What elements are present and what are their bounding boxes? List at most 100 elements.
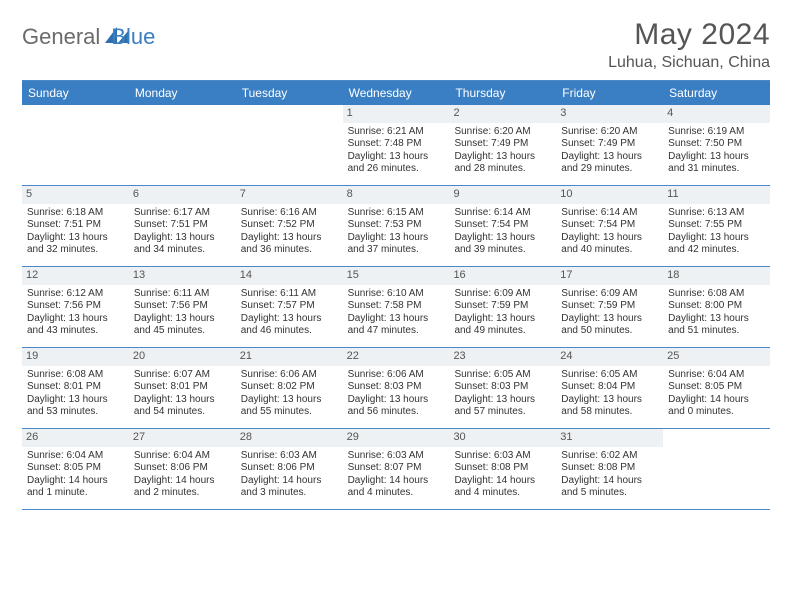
sunrise-text: Sunrise: 6:08 AM xyxy=(27,369,124,382)
sunrise-text: Sunrise: 6:05 AM xyxy=(561,369,658,382)
day-number: 19 xyxy=(22,348,129,366)
day-number: 18 xyxy=(663,267,770,285)
sunset-text: Sunset: 7:58 PM xyxy=(348,300,445,313)
daylight-text: Daylight: 13 hours and 36 minutes. xyxy=(241,232,338,257)
daylight-text: Daylight: 13 hours and 31 minutes. xyxy=(668,151,765,176)
sunset-text: Sunset: 7:54 PM xyxy=(454,219,551,232)
day-number: 20 xyxy=(129,348,236,366)
calendar-grid: SundayMondayTuesdayWednesdayThursdayFrid… xyxy=(22,80,770,510)
calendar-day: 27Sunrise: 6:04 AMSunset: 8:06 PMDayligh… xyxy=(129,429,236,509)
logo: General Blue xyxy=(22,24,155,50)
calendar-day xyxy=(236,105,343,185)
daylight-text: Daylight: 13 hours and 42 minutes. xyxy=(668,232,765,257)
sunrise-text: Sunrise: 6:09 AM xyxy=(454,288,551,301)
title-block: May 2024 Luhua, Sichuan, China xyxy=(608,18,770,72)
sunset-text: Sunset: 8:03 PM xyxy=(348,381,445,394)
day-number: 23 xyxy=(449,348,556,366)
sunrise-text: Sunrise: 6:04 AM xyxy=(27,450,124,463)
sunset-text: Sunset: 7:50 PM xyxy=(668,138,765,151)
sunrise-text: Sunrise: 6:18 AM xyxy=(27,207,124,220)
sunset-text: Sunset: 8:08 PM xyxy=(454,462,551,475)
sunset-text: Sunset: 8:01 PM xyxy=(134,381,231,394)
daylight-text: Daylight: 14 hours and 1 minute. xyxy=(27,475,124,500)
calendar-day: 28Sunrise: 6:03 AMSunset: 8:06 PMDayligh… xyxy=(236,429,343,509)
calendar-page: General Blue May 2024 Luhua, Sichuan, Ch… xyxy=(0,0,792,528)
calendar-day: 10Sunrise: 6:14 AMSunset: 7:54 PMDayligh… xyxy=(556,186,663,266)
daylight-text: Daylight: 14 hours and 2 minutes. xyxy=(134,475,231,500)
location-label: Luhua, Sichuan, China xyxy=(608,54,770,72)
calendar-day: 25Sunrise: 6:04 AMSunset: 8:05 PMDayligh… xyxy=(663,348,770,428)
daylight-text: Daylight: 13 hours and 51 minutes. xyxy=(668,313,765,338)
sunset-text: Sunset: 8:01 PM xyxy=(27,381,124,394)
calendar-day xyxy=(22,105,129,185)
day-number: 10 xyxy=(556,186,663,204)
calendar-day: 31Sunrise: 6:02 AMSunset: 8:08 PMDayligh… xyxy=(556,429,663,509)
daylight-text: Daylight: 14 hours and 4 minutes. xyxy=(454,475,551,500)
daylight-text: Daylight: 13 hours and 57 minutes. xyxy=(454,394,551,419)
daylight-text: Daylight: 13 hours and 29 minutes. xyxy=(561,151,658,176)
day-number: 31 xyxy=(556,429,663,447)
sunset-text: Sunset: 7:49 PM xyxy=(561,138,658,151)
day-number: 24 xyxy=(556,348,663,366)
calendar-day: 14Sunrise: 6:11 AMSunset: 7:57 PMDayligh… xyxy=(236,267,343,347)
calendar-day: 4 Sunrise: 6:19 AMSunset: 7:50 PMDaylight… xyxy=(663,105,770,185)
calendar-day: 16Sunrise: 6:09 AMSunset: 7:59 PMDayligh… xyxy=(449,267,556,347)
calendar-week: 5Sunrise: 6:18 AMSunset: 7:51 PMDaylight… xyxy=(22,186,770,267)
sunrise-text: Sunrise: 6:02 AM xyxy=(561,450,658,463)
day-number: 26 xyxy=(22,429,129,447)
dow-header: Thursday xyxy=(449,81,556,105)
day-number: 25 xyxy=(663,348,770,366)
daylight-text: Daylight: 13 hours and 26 minutes. xyxy=(348,151,445,176)
day-number: 21 xyxy=(236,348,343,366)
sunset-text: Sunset: 7:53 PM xyxy=(348,219,445,232)
sunrise-text: Sunrise: 6:04 AM xyxy=(668,369,765,382)
calendar-week: 19Sunrise: 6:08 AMSunset: 8:01 PMDayligh… xyxy=(22,348,770,429)
daylight-text: Daylight: 13 hours and 32 minutes. xyxy=(27,232,124,257)
sunrise-text: Sunrise: 6:20 AM xyxy=(454,126,551,139)
sunrise-text: Sunrise: 6:06 AM xyxy=(241,369,338,382)
day-number: 12 xyxy=(22,267,129,285)
sunrise-text: Sunrise: 6:06 AM xyxy=(348,369,445,382)
day-number: 15 xyxy=(343,267,450,285)
daylight-text: Daylight: 14 hours and 5 minutes. xyxy=(561,475,658,500)
month-title: May 2024 xyxy=(608,18,770,52)
day-number: 4 xyxy=(663,105,770,123)
sunset-text: Sunset: 7:59 PM xyxy=(561,300,658,313)
sunset-text: Sunset: 7:52 PM xyxy=(241,219,338,232)
dow-header-row: SundayMondayTuesdayWednesdayThursdayFrid… xyxy=(22,81,770,105)
day-number: 2 xyxy=(449,105,556,123)
calendar-day: 11Sunrise: 6:13 AMSunset: 7:55 PMDayligh… xyxy=(663,186,770,266)
calendar-day: 20Sunrise: 6:07 AMSunset: 8:01 PMDayligh… xyxy=(129,348,236,428)
sunset-text: Sunset: 8:05 PM xyxy=(27,462,124,475)
sunset-text: Sunset: 8:00 PM xyxy=(668,300,765,313)
calendar-day: 7Sunrise: 6:16 AMSunset: 7:52 PMDaylight… xyxy=(236,186,343,266)
calendar-day: 21Sunrise: 6:06 AMSunset: 8:02 PMDayligh… xyxy=(236,348,343,428)
daylight-text: Daylight: 13 hours and 40 minutes. xyxy=(561,232,658,257)
day-number: 11 xyxy=(663,186,770,204)
sunrise-text: Sunrise: 6:11 AM xyxy=(241,288,338,301)
calendar-day: 19Sunrise: 6:08 AMSunset: 8:01 PMDayligh… xyxy=(22,348,129,428)
sunset-text: Sunset: 7:57 PM xyxy=(241,300,338,313)
daylight-text: Daylight: 14 hours and 4 minutes. xyxy=(348,475,445,500)
daylight-text: Daylight: 13 hours and 37 minutes. xyxy=(348,232,445,257)
sunset-text: Sunset: 7:48 PM xyxy=(348,138,445,151)
calendar-day: 23Sunrise: 6:05 AMSunset: 8:03 PMDayligh… xyxy=(449,348,556,428)
calendar-day: 17Sunrise: 6:09 AMSunset: 7:59 PMDayligh… xyxy=(556,267,663,347)
dow-header: Saturday xyxy=(663,81,770,105)
daylight-text: Daylight: 13 hours and 49 minutes. xyxy=(454,313,551,338)
calendar-day: 12Sunrise: 6:12 AMSunset: 7:56 PMDayligh… xyxy=(22,267,129,347)
day-number: 17 xyxy=(556,267,663,285)
calendar-day: 26 Sunrise: 6:04 AMSunset: 8:05 PMDayligh… xyxy=(22,429,129,509)
day-number: 6 xyxy=(129,186,236,204)
daylight-text: Daylight: 13 hours and 45 minutes. xyxy=(134,313,231,338)
sunrise-text: Sunrise: 6:14 AM xyxy=(454,207,551,220)
daylight-text: Daylight: 14 hours and 3 minutes. xyxy=(241,475,338,500)
sunrise-text: Sunrise: 6:19 AM xyxy=(668,126,765,139)
sunrise-text: Sunrise: 6:03 AM xyxy=(348,450,445,463)
daylight-text: Daylight: 13 hours and 28 minutes. xyxy=(454,151,551,176)
sunrise-text: Sunrise: 6:10 AM xyxy=(348,288,445,301)
sunset-text: Sunset: 7:59 PM xyxy=(454,300,551,313)
sunrise-text: Sunrise: 6:08 AM xyxy=(668,288,765,301)
daylight-text: Daylight: 13 hours and 56 minutes. xyxy=(348,394,445,419)
sunrise-text: Sunrise: 6:05 AM xyxy=(454,369,551,382)
